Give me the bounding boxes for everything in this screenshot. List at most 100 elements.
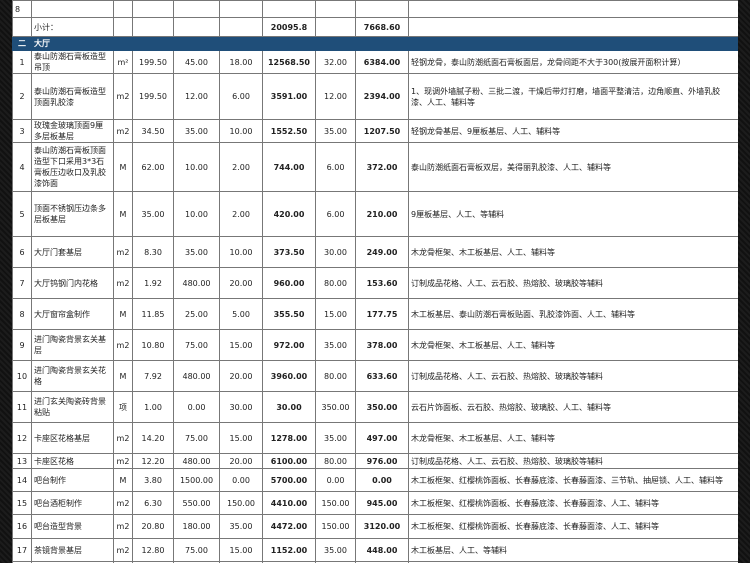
cell-c3: 12.00 [315, 73, 356, 120]
table-row: 15 吧台酒柜制作 m2 6.30 550.00 150.00 4410.00 150.00 9… [12, 491, 738, 515]
cell-c1: 480.00 [173, 267, 220, 299]
cell-name: 泰山防潮石膏板造型顶面乳胶漆 [31, 73, 114, 120]
cell-c4: 2394.00 [355, 73, 409, 120]
cell-c3: 15.00 [315, 298, 356, 330]
cell-unit: m2 [113, 119, 133, 143]
cell-c2: 5.00 [219, 298, 263, 330]
cell-qty: 20.80 [132, 514, 174, 539]
cell-c2: 10.00 [219, 119, 263, 143]
cell-c2: 18.00 [219, 50, 263, 74]
cell-desc: 木工板基层、泰山防潮石膏板贴面、乳胶漆饰面、人工、辅料等 [408, 298, 738, 330]
cell-c1: 10.00 [173, 142, 220, 192]
cell-c3: 6.00 [315, 191, 356, 237]
cell-total: 3591.00 [262, 73, 316, 120]
cell-name: 进门陶瓷背景玄关基层 [31, 329, 114, 361]
cell-c3: 35.00 [315, 119, 356, 143]
table-row: 14 吧台制作 M 3.80 1500.00 0.00 5700.00 0.00 0.00 木工板… [12, 468, 738, 492]
cell-c2: 15.00 [219, 422, 263, 454]
table-row: 3 玫瑰金玻璃顶面9厘多层板基层 m2 34.50 35.00 10.00 1552.50 3… [12, 119, 738, 143]
cell-c3: 80.00 [315, 267, 356, 299]
cell-total: 3960.00 [262, 360, 316, 392]
cell-c4: 633.60 [355, 360, 409, 392]
cell-name: 吧台造型背景 [31, 514, 114, 539]
cell-desc: 木龙骨框架、木工板基层、人工、辅料等 [408, 422, 738, 454]
cell-name: 玫瑰金玻璃顶面9厘多层板基层 [31, 119, 114, 143]
cell-c4: 177.75 [355, 298, 409, 330]
cell-desc: 轻钢龙骨，泰山防潮纸面石膏板面层，龙骨间距不大于300(按展开面积计算） [408, 50, 738, 74]
cell-c4: 497.00 [355, 422, 409, 454]
cell-qty: 14.20 [132, 422, 174, 454]
cell-c3: 80.00 [315, 360, 356, 392]
section-title: 大厅 [31, 36, 114, 51]
cell-total: 744.00 [262, 142, 316, 192]
table-row: 8 大厅窗帘盒制作 M 11.85 25.00 5.00 355.50 15.00 177.75… [12, 298, 738, 330]
cell-total: 1552.50 [262, 119, 316, 143]
cell-c2: 15.00 [219, 329, 263, 361]
cell-name: 卡座区花格 [31, 453, 114, 469]
cell-desc: 木工板框架、红樱桃饰面板、长春藤底漆、长春藤面漆、人工、辅料等 [408, 491, 738, 515]
cell-no: 7 [12, 267, 32, 299]
cell-no: 1 [12, 50, 32, 74]
cell-no: 10 [12, 360, 32, 392]
cell-name: 吧台制作 [31, 468, 114, 492]
cell-c1: 35.00 [173, 236, 220, 268]
cell-desc: 订制成品花格、人工、云石胶、热熔胶、玻璃胶等辅料 [408, 453, 738, 469]
subtotal-total: 20095.8 [262, 17, 316, 37]
cell-no: 11 [12, 391, 32, 423]
table-row: 13 卡座区花格 m2 12.20 480.00 20.00 6100.00 80.00 976… [12, 453, 738, 469]
cell-desc: 云石片饰面板、云石胶、热熔胶、玻璃胶、人工、辅料等 [408, 391, 738, 423]
cell-c1: 480.00 [173, 360, 220, 392]
cell-qty: 199.50 [132, 50, 174, 74]
cell-total: 373.50 [262, 236, 316, 268]
cell-total: 972.00 [262, 329, 316, 361]
cell-total: 30.00 [262, 391, 316, 423]
cell-unit: m2 [113, 236, 133, 268]
cell-no: 8 [12, 298, 32, 330]
cell-no: 14 [12, 468, 32, 492]
cell-desc: 订制成品花格、人工、云石胶、热熔胶、玻璃胶等辅料 [408, 267, 738, 299]
cell-c3: 0.00 [315, 468, 356, 492]
cell-unit: m2 [113, 422, 133, 454]
cell-c2: 15.00 [219, 538, 263, 562]
cell-name: 卡座区花格基层 [31, 422, 114, 454]
cell-unit: m² [113, 50, 133, 74]
cell-c4: 249.00 [355, 236, 409, 268]
cell-unit: M [113, 298, 133, 330]
cell-unit: 项 [113, 391, 133, 423]
table-row [12, 561, 738, 563]
cell-name: 顶面不锈钢压边条多层板基层 [31, 191, 114, 237]
cell-c1: 75.00 [173, 538, 220, 562]
cell-unit: m2 [113, 267, 133, 299]
cell-qty: 1.92 [132, 267, 174, 299]
cell-no: 13 [12, 453, 32, 469]
cell-c1: 1500.00 [173, 468, 220, 492]
cell-c1: 35.00 [173, 119, 220, 143]
cell-qty: 12.20 [132, 453, 174, 469]
cell-c3: 6.00 [315, 142, 356, 192]
cell-c3: 150.00 [315, 491, 356, 515]
cell-c4: 372.00 [355, 142, 409, 192]
cell-c4: 448.00 [355, 538, 409, 562]
cell-c4: 976.00 [355, 453, 409, 469]
cell-c4: 3120.00 [355, 514, 409, 539]
cell-unit: m2 [113, 538, 133, 562]
cell-desc: 订制成品花格、人工、云石胶、热熔胶、玻璃胶等辅料 [408, 360, 738, 392]
cell-c1: 180.00 [173, 514, 220, 539]
table-row: 6 大厅门套基层 m2 8.30 35.00 10.00 373.50 30.00 249.00… [12, 236, 738, 268]
cell-name: 大厅门套基层 [31, 236, 114, 268]
cell-c4: 350.00 [355, 391, 409, 423]
cell-desc: 木工板框架、红樱桃饰面板、长春藤底漆、长春藤面漆、人工、辅料等 [408, 514, 738, 539]
cell-unit: M [113, 468, 133, 492]
cell-no: 9 [12, 329, 32, 361]
cell-desc: 木工板基层、人工、等辅料 [408, 538, 738, 562]
cell-no: 17 [12, 538, 32, 562]
cell-name: 进门玄关陶瓷砖背景粘贴 [31, 391, 114, 423]
cell-qty: 34.50 [132, 119, 174, 143]
cell-total: 960.00 [262, 267, 316, 299]
cell-c4: 153.60 [355, 267, 409, 299]
cell-name: 进门陶瓷背景玄关花格 [31, 360, 114, 392]
cell-c3: 35.00 [315, 422, 356, 454]
table-row: 16 吧台造型背景 m2 20.80 180.00 35.00 4472.00 150.00 3… [12, 514, 738, 539]
cell-c1: 550.00 [173, 491, 220, 515]
cell-name: 大厅钨钢门内花格 [31, 267, 114, 299]
